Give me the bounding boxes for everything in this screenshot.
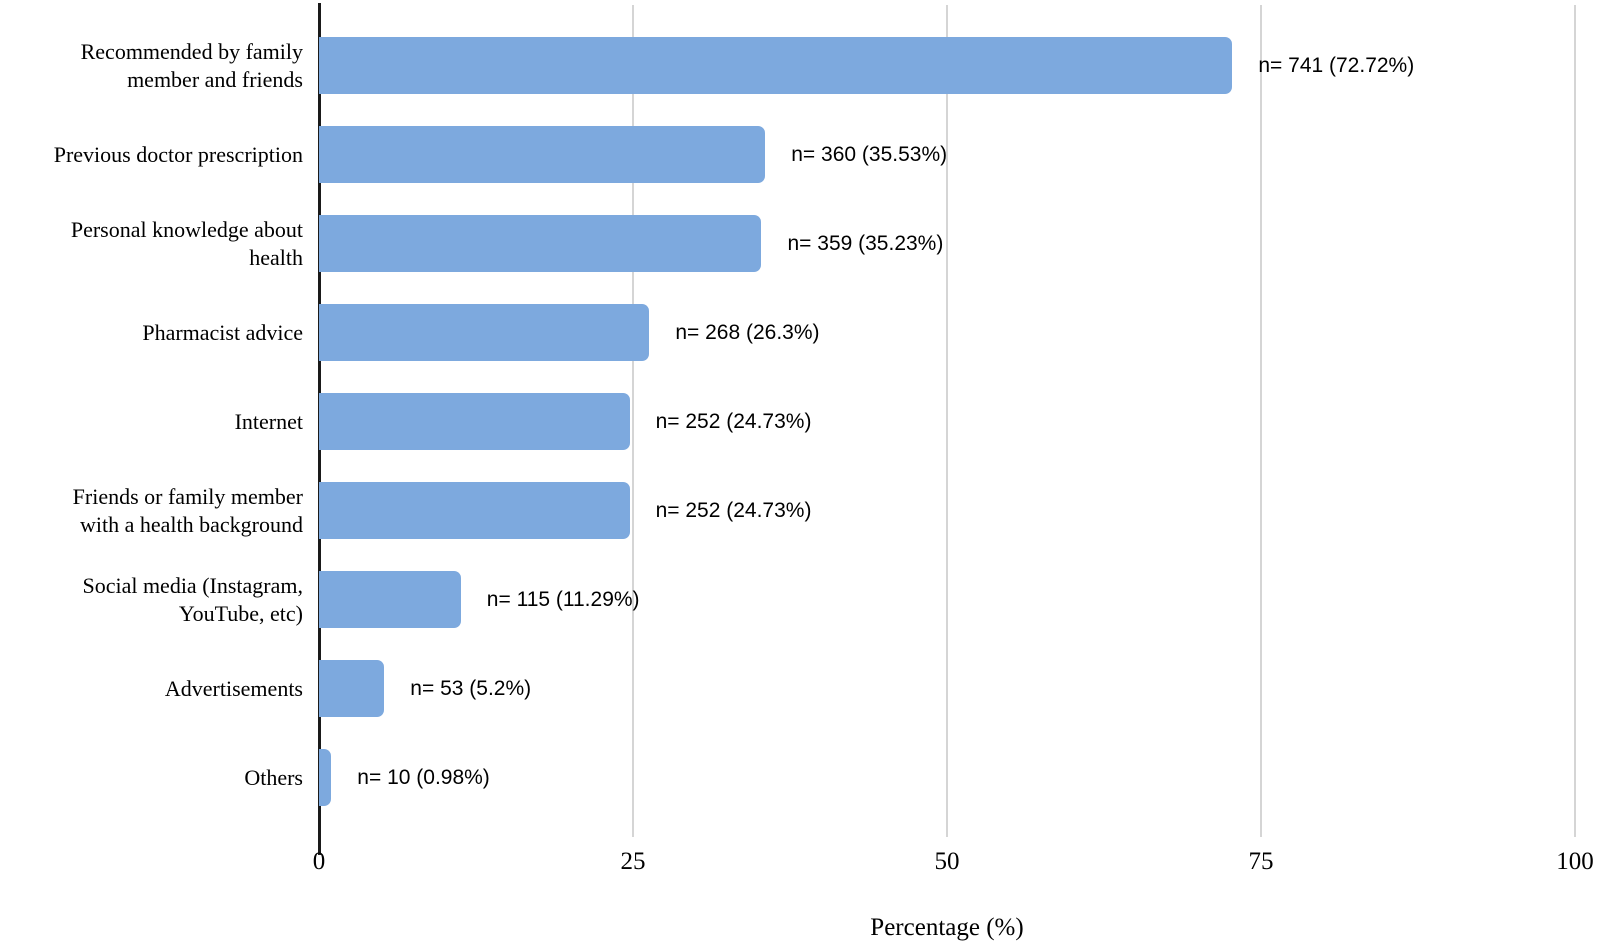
category-label: Others — [244, 764, 303, 790]
bar — [319, 393, 630, 450]
category-label: Previous doctor prescription — [53, 141, 303, 167]
category-label: Friends or family member with a health b… — [72, 483, 303, 537]
category-label: Internet — [234, 408, 303, 434]
category-label: Advertisements — [164, 675, 303, 701]
bar — [319, 660, 385, 717]
gridline — [1574, 5, 1576, 837]
gridline — [632, 5, 634, 837]
bar — [319, 749, 332, 806]
category-label: Recommended by family member and friends — [80, 38, 303, 92]
bar — [319, 126, 766, 183]
x-axis-title: Percentage (%) — [870, 914, 1024, 941]
bar-value-label: n= 252 (24.73%) — [655, 498, 812, 522]
bar — [319, 215, 762, 272]
plot-area: n= 741 (72.72%) n= 360 (35.53%) n= 359 (35… — [318, 3, 1576, 855]
y-axis-category-labels: Recommended by family member and friends… — [0, 0, 303, 951]
bar — [319, 37, 1233, 94]
x-tick-label: 0 — [312, 848, 326, 875]
bar-value-label: n= 252 (24.73%) — [655, 409, 812, 433]
bar-value-label: n= 360 (35.53%) — [791, 142, 948, 166]
x-tick-label: 100 — [1556, 848, 1594, 875]
bar — [319, 482, 630, 539]
gridline — [1260, 5, 1262, 837]
gridline — [946, 5, 948, 837]
bar-value-label: n= 741 (72.72%) — [1258, 53, 1415, 77]
bar — [319, 571, 461, 628]
x-tick-label: 25 — [620, 848, 646, 875]
category-label: Pharmacist advice — [142, 319, 303, 345]
bar-value-label: n= 115 (11.29%) — [486, 587, 640, 611]
bar-value-label: n= 359 (35.23%) — [787, 231, 944, 255]
category-label: Social media (Instagram, YouTube, etc) — [82, 572, 303, 626]
bar — [319, 304, 650, 361]
bar-value-label: n= 10 (0.98%) — [357, 765, 490, 789]
bar-value-label: n= 53 (5.2%) — [410, 676, 532, 700]
bar-value-label: n= 268 (26.3%) — [675, 320, 820, 344]
x-tick-label: 50 — [934, 848, 960, 875]
category-label: Personal knowledge about health — [70, 216, 303, 270]
x-tick-label: 75 — [1248, 848, 1274, 875]
